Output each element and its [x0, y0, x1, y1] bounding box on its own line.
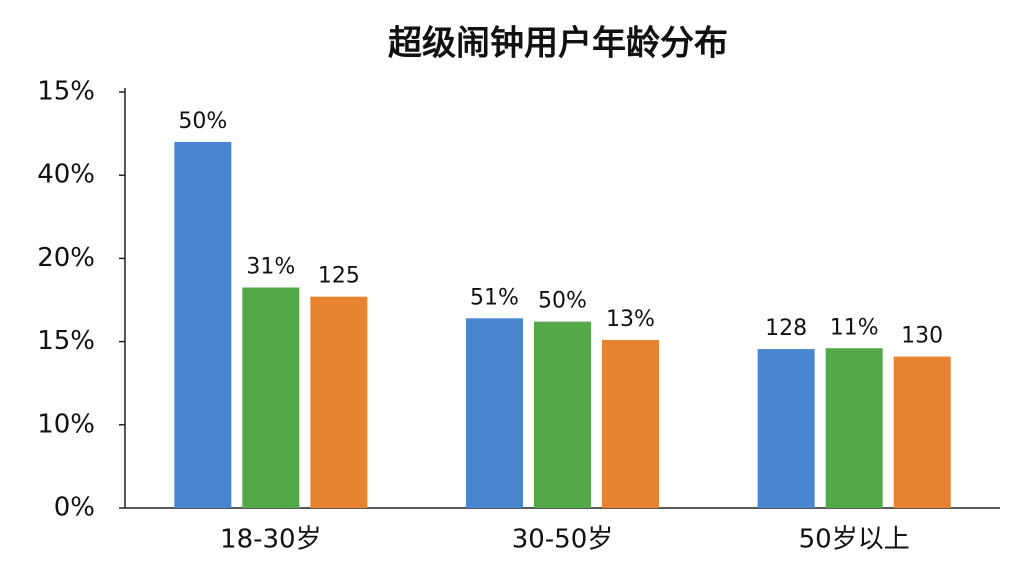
bar	[757, 349, 815, 508]
y-tick-label: 40%	[37, 160, 95, 190]
data-label: 11%	[830, 315, 879, 340]
data-label: 50%	[178, 109, 227, 134]
x-tick-label: 18-30岁	[220, 525, 322, 555]
data-label: 50%	[538, 289, 587, 314]
data-label: 130	[901, 324, 943, 349]
data-label: 128	[765, 316, 807, 341]
x-tick-label: 50岁以上	[799, 525, 910, 555]
bar	[466, 318, 523, 508]
y-tick-label: 15%	[37, 326, 95, 356]
x-tick-label: 30-50岁	[512, 525, 614, 555]
data-label: 125	[318, 264, 360, 289]
bar	[534, 321, 591, 508]
bar	[602, 339, 659, 508]
data-label: 31%	[246, 255, 295, 280]
data-label: 51%	[470, 285, 519, 310]
bar	[310, 296, 368, 508]
y-tick-label: 10%	[37, 409, 95, 439]
bar	[825, 348, 883, 508]
bar	[174, 141, 232, 509]
bar	[242, 287, 300, 508]
y-tick-label: 0%	[54, 493, 95, 523]
chart-title: 超级闹钟用户年龄分布	[388, 24, 728, 64]
data-label: 13%	[606, 307, 655, 332]
y-tick-label: 15%	[37, 77, 95, 107]
y-tick-label: 20%	[37, 243, 95, 273]
bar	[893, 356, 951, 508]
